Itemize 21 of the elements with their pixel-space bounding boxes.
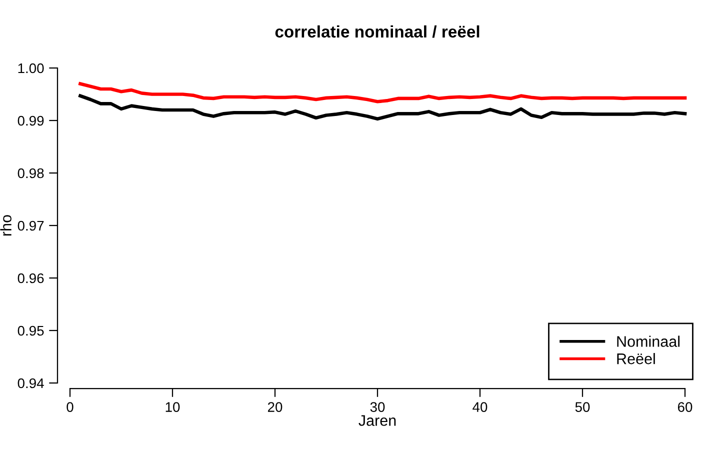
chart-title: correlatie nominaal / reëel bbox=[275, 25, 480, 38]
line-series bbox=[78, 94, 687, 121]
y-tick-label: 0.94 bbox=[18, 378, 44, 388]
y-tick-label: 0.95 bbox=[18, 326, 44, 336]
y-tick-label: 0.96 bbox=[18, 273, 44, 284]
y-axis-title: rho bbox=[0, 215, 12, 236]
x-tick-label: 20 bbox=[268, 402, 282, 412]
line-series bbox=[78, 82, 687, 104]
x-axis-title: Jaren bbox=[358, 415, 396, 426]
x-tick-label: 30 bbox=[370, 402, 385, 412]
x-tick-label: 60 bbox=[678, 402, 692, 412]
x-tick-label: 40 bbox=[472, 402, 488, 412]
y-tick-label: 0.99 bbox=[18, 116, 44, 126]
x-tick-label: 0 bbox=[66, 402, 74, 412]
y-tick-label: 1.00 bbox=[18, 63, 44, 74]
y-tick-label: 0.98 bbox=[18, 168, 44, 178]
y-tick-label: 0.97 bbox=[18, 220, 44, 231]
legend-label: Nominaal bbox=[617, 336, 680, 347]
legend-label: Reëel bbox=[617, 352, 655, 364]
x-tick-label: 50 bbox=[575, 402, 590, 412]
x-tick-label: 10 bbox=[166, 402, 180, 412]
